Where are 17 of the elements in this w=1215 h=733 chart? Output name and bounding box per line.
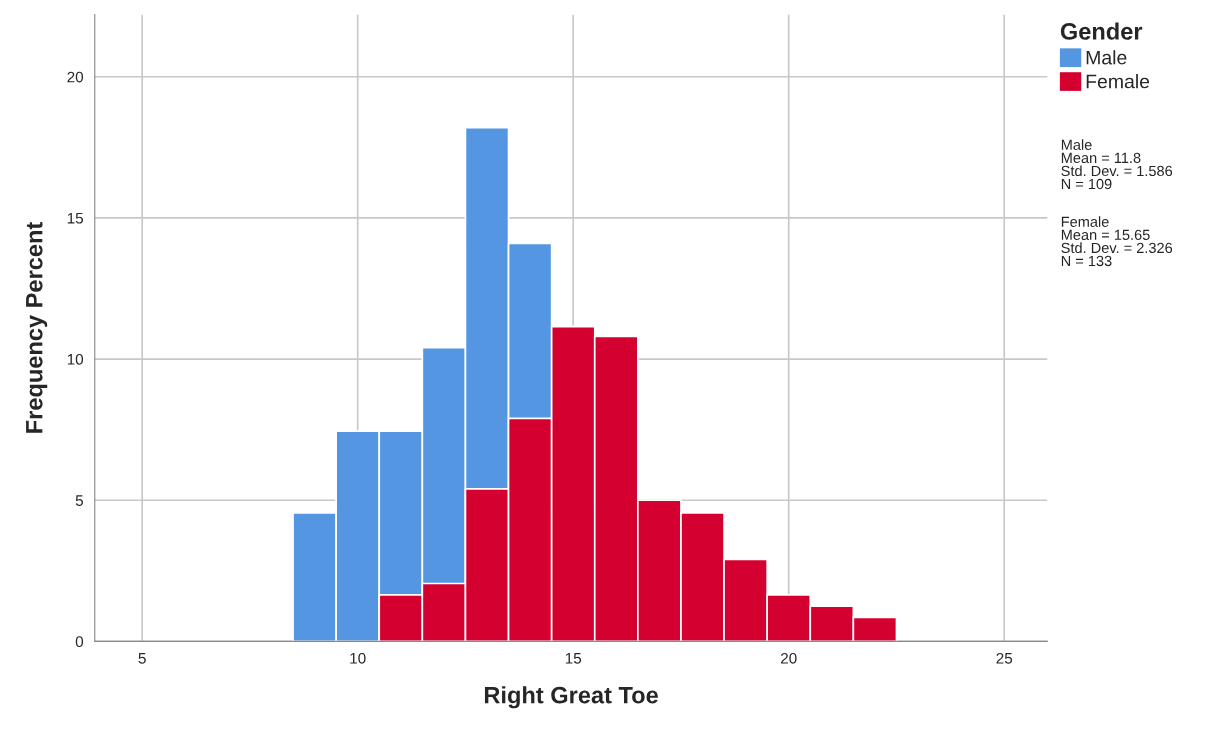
y-tick-label: 5 xyxy=(75,495,84,506)
legend-title: Gender xyxy=(1060,22,1143,40)
x-tick-label: 10 xyxy=(350,652,366,664)
x-tick-label: 5 xyxy=(138,653,146,664)
y-tick-label: 20 xyxy=(67,71,84,83)
legend-label: Male xyxy=(1086,50,1127,65)
legend-label: Female xyxy=(1086,74,1150,89)
x-axis-title: Right Great Toe xyxy=(484,686,658,709)
y-tick-label: 15 xyxy=(67,212,84,224)
text: Female Mean = 15.65 Std. Dev. = 2.326 N = 133 xyxy=(1061,216,1173,267)
y-tick-label: 0 xyxy=(75,636,84,648)
y-tick-label: 10 xyxy=(67,353,84,365)
y-axis-title: Frequency Percent xyxy=(26,222,48,433)
x-tick-label: 25 xyxy=(996,652,1013,664)
text: Male Mean = 11.8 Std. Dev. = 1.586 N = 109 xyxy=(1061,139,1173,190)
x-tick-label: 15 xyxy=(565,653,582,664)
x-tick-label: 20 xyxy=(780,652,797,664)
